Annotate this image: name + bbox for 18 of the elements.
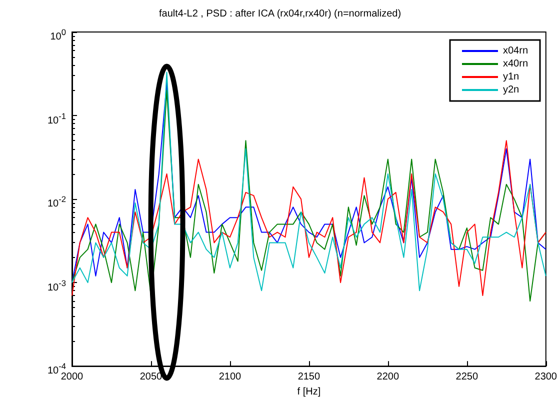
x-tick-label: 2000 (60, 372, 84, 383)
x-tick-label: 2250 (456, 372, 478, 383)
x-tick-label: 2200 (376, 372, 400, 383)
legend-label: x40rn (502, 58, 528, 70)
y-tick-label: 10$^{0}$ (50, 26, 66, 44)
chart-title: fault4-L2 , PSD : after ICA (rx04r,rx40r) (n=normalized) (158, 8, 402, 20)
legend-label: y1n (502, 72, 520, 82)
line-series (72, 140, 546, 296)
x-tick-label: 2100 (218, 372, 242, 383)
y-tick-label: 10$^{-1}$ (47, 110, 66, 128)
x-axis-title: f [Hz] (297, 386, 321, 398)
x-tick-label: 2050 (140, 372, 163, 383)
x-tick-label: 2300 (534, 372, 558, 383)
legend-label: y2n (502, 84, 520, 96)
legend-label: x04rn (502, 46, 528, 56)
x-tick-label: 2150 (298, 372, 320, 383)
y-tick-label: 10$^{-3}$ (47, 276, 66, 295)
y-tick-label: 10$^{-2}$ (47, 193, 66, 212)
